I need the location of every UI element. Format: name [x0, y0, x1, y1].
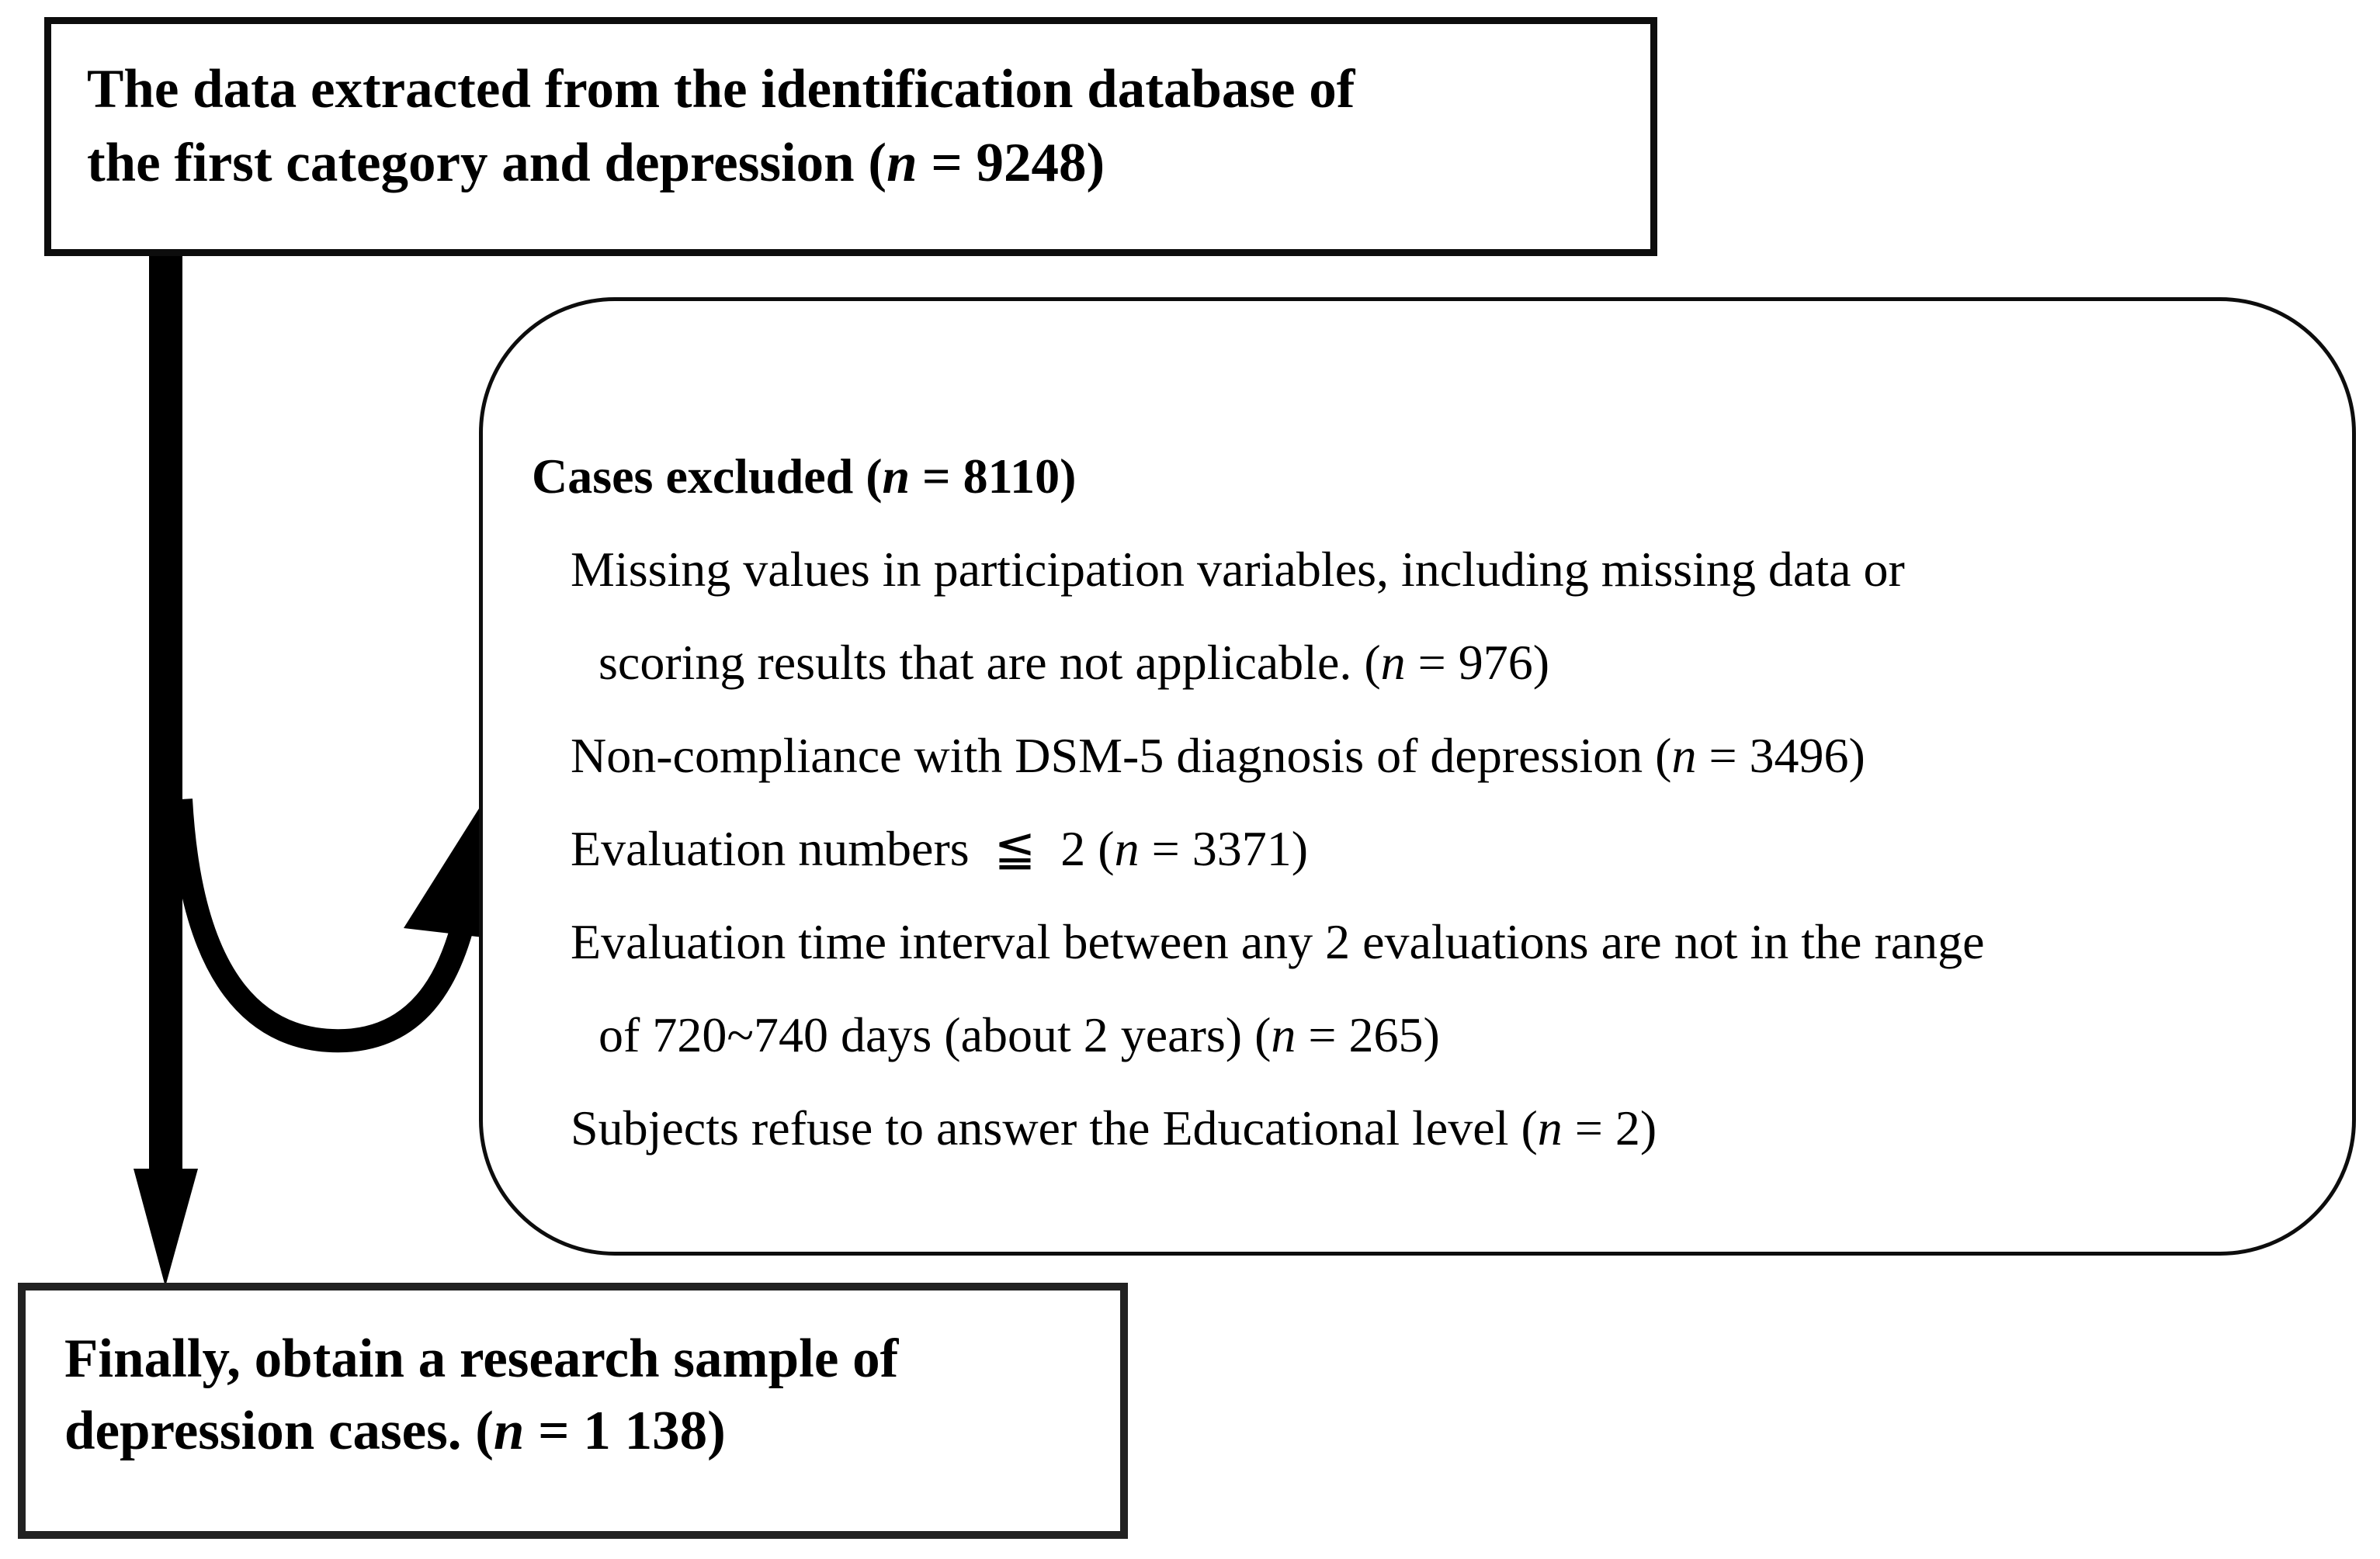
excluded-item-wrap: scoring results that are not applicable.… [598, 635, 1550, 690]
excluded-box-title: Cases excluded (n = 8110) [532, 449, 1077, 504]
down-arrow-shaft [149, 253, 182, 1172]
excluded-item: Subjects refuse to answer the Educationa… [571, 1100, 1657, 1155]
final-sample-line-2: depression cases. (n = 1 138) [64, 1401, 726, 1461]
source-box: The data extracted from the identificati… [44, 17, 1657, 256]
final-sample-box: Finally, obtain a research sample of dep… [18, 1283, 1128, 1539]
source-box-line-2: the first category and depression (n = 9… [87, 133, 1105, 193]
source-box-line-1: The data extracted from the identificati… [87, 59, 1355, 120]
excluded-item: Evaluation time interval between any 2 e… [571, 914, 1985, 969]
excluded-item: Non-compliance with DSM-5 diagnosis of d… [571, 728, 1865, 783]
final-sample-line-1: Finally, obtain a research sample of [64, 1329, 899, 1389]
excluded-item: Evaluation numbers ≦ 2 (n = 3371) [571, 821, 1308, 876]
branch-arrow-curve [169, 799, 474, 1053]
excluded-item-wrap: of 720~740 days (about 2 years) (n = 265… [598, 1007, 1440, 1062]
down-arrow-head [134, 1169, 198, 1287]
excluded-box: Cases excluded (n = 8110) Missing values… [479, 297, 2356, 1256]
excluded-item: Missing values in participation variable… [571, 542, 1905, 597]
